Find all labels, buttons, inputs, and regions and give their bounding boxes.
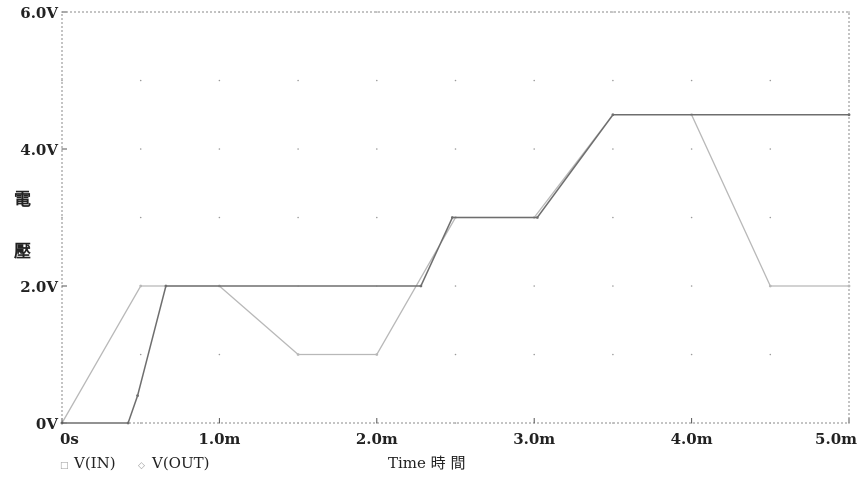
x-tick-label: 1.0m bbox=[198, 430, 240, 448]
grid-dot bbox=[218, 353, 221, 356]
y-tick-label: 6.0V bbox=[20, 4, 58, 22]
legend-marker-vin: □ bbox=[60, 461, 69, 471]
legend: □ V(IN) ◇ V(OUT) bbox=[60, 454, 209, 472]
legend-label-vout: V(OUT) bbox=[151, 454, 209, 472]
grid-dot bbox=[297, 148, 299, 150]
grid-dot bbox=[297, 79, 299, 82]
data-point bbox=[136, 394, 139, 397]
grid-dot bbox=[612, 216, 614, 219]
y-axis-label-char-1: 電 bbox=[14, 190, 31, 210]
x-tick-label: 5.0m bbox=[815, 430, 857, 448]
grid-dot bbox=[533, 353, 535, 356]
grid-dot bbox=[848, 79, 850, 82]
grid-dot bbox=[612, 285, 614, 287]
data-point bbox=[847, 284, 851, 288]
grid-dot bbox=[139, 79, 142, 82]
x-tick-label: 3.0m bbox=[513, 430, 555, 448]
grid-dot bbox=[769, 216, 772, 219]
grid-dot bbox=[297, 216, 299, 219]
y-tick-label: 4.0V bbox=[20, 141, 58, 159]
grid-dot bbox=[139, 148, 142, 150]
data-point bbox=[611, 113, 615, 117]
grid-dot bbox=[612, 148, 614, 150]
tick-labels: 0s 1.0m 2.0m 3.0m 4.0m 5.0m 0V 2.0V 4.0V 6.0V bbox=[20, 4, 857, 448]
grid-dot bbox=[533, 148, 535, 150]
grid-dot bbox=[376, 79, 378, 82]
grid-dot bbox=[376, 216, 378, 219]
data-point bbox=[535, 216, 539, 219]
y-tick-label: 0V bbox=[36, 415, 58, 433]
series-line-v-in bbox=[61, 114, 849, 424]
data-point bbox=[139, 284, 143, 288]
data-point bbox=[847, 113, 851, 117]
grid-dot bbox=[61, 79, 63, 82]
grid-dot bbox=[690, 353, 693, 356]
y-tick-label: 2.0V bbox=[20, 278, 58, 296]
data-point bbox=[126, 421, 130, 425]
grid-dot bbox=[454, 353, 457, 356]
grid-dot bbox=[612, 353, 614, 356]
grid-dot bbox=[690, 216, 693, 219]
data-point bbox=[450, 216, 454, 219]
grid-dot bbox=[612, 11, 614, 13]
y-axis-label-char-2: 壓 bbox=[14, 242, 31, 262]
data-point bbox=[768, 284, 772, 288]
data-point bbox=[375, 353, 379, 356]
data-point bbox=[296, 353, 300, 356]
grid-dot bbox=[769, 79, 772, 82]
grid-dot bbox=[690, 79, 693, 82]
grid-dot bbox=[454, 422, 457, 424]
grid-dot bbox=[61, 216, 63, 219]
grid-dot bbox=[218, 148, 221, 150]
grid-dot bbox=[454, 148, 457, 150]
x-tick-label: 0s bbox=[60, 430, 79, 448]
grid-dot bbox=[769, 353, 772, 356]
grid-dot bbox=[612, 79, 614, 82]
legend-label-vin: V(IN) bbox=[73, 454, 116, 472]
grid-dot bbox=[690, 148, 693, 150]
x-tick-label: 4.0m bbox=[671, 430, 713, 448]
legend-marker-vout: ◇ bbox=[138, 461, 145, 471]
plot-frame bbox=[61, 11, 850, 424]
data-point bbox=[164, 284, 168, 288]
series-line-v-out bbox=[62, 114, 849, 424]
grid-dot bbox=[690, 285, 693, 287]
grid-dot bbox=[376, 148, 378, 150]
x-tick-label: 2.0m bbox=[356, 430, 398, 448]
grid-dot bbox=[769, 148, 772, 150]
grid-dot bbox=[376, 11, 378, 13]
grid-dot bbox=[848, 11, 850, 13]
grid-dot bbox=[139, 216, 142, 219]
grid-dot bbox=[218, 79, 221, 82]
data-point bbox=[419, 284, 423, 288]
grid-dot bbox=[139, 11, 142, 13]
grid-dot bbox=[533, 79, 535, 82]
series-layer bbox=[60, 113, 851, 425]
grid-dot bbox=[139, 353, 142, 356]
grid-dot bbox=[533, 285, 535, 287]
grid-dot bbox=[218, 216, 221, 219]
grid-dot bbox=[454, 285, 457, 287]
x-axis-label: Time 時 間 bbox=[388, 454, 465, 472]
grid-dot bbox=[454, 79, 457, 82]
